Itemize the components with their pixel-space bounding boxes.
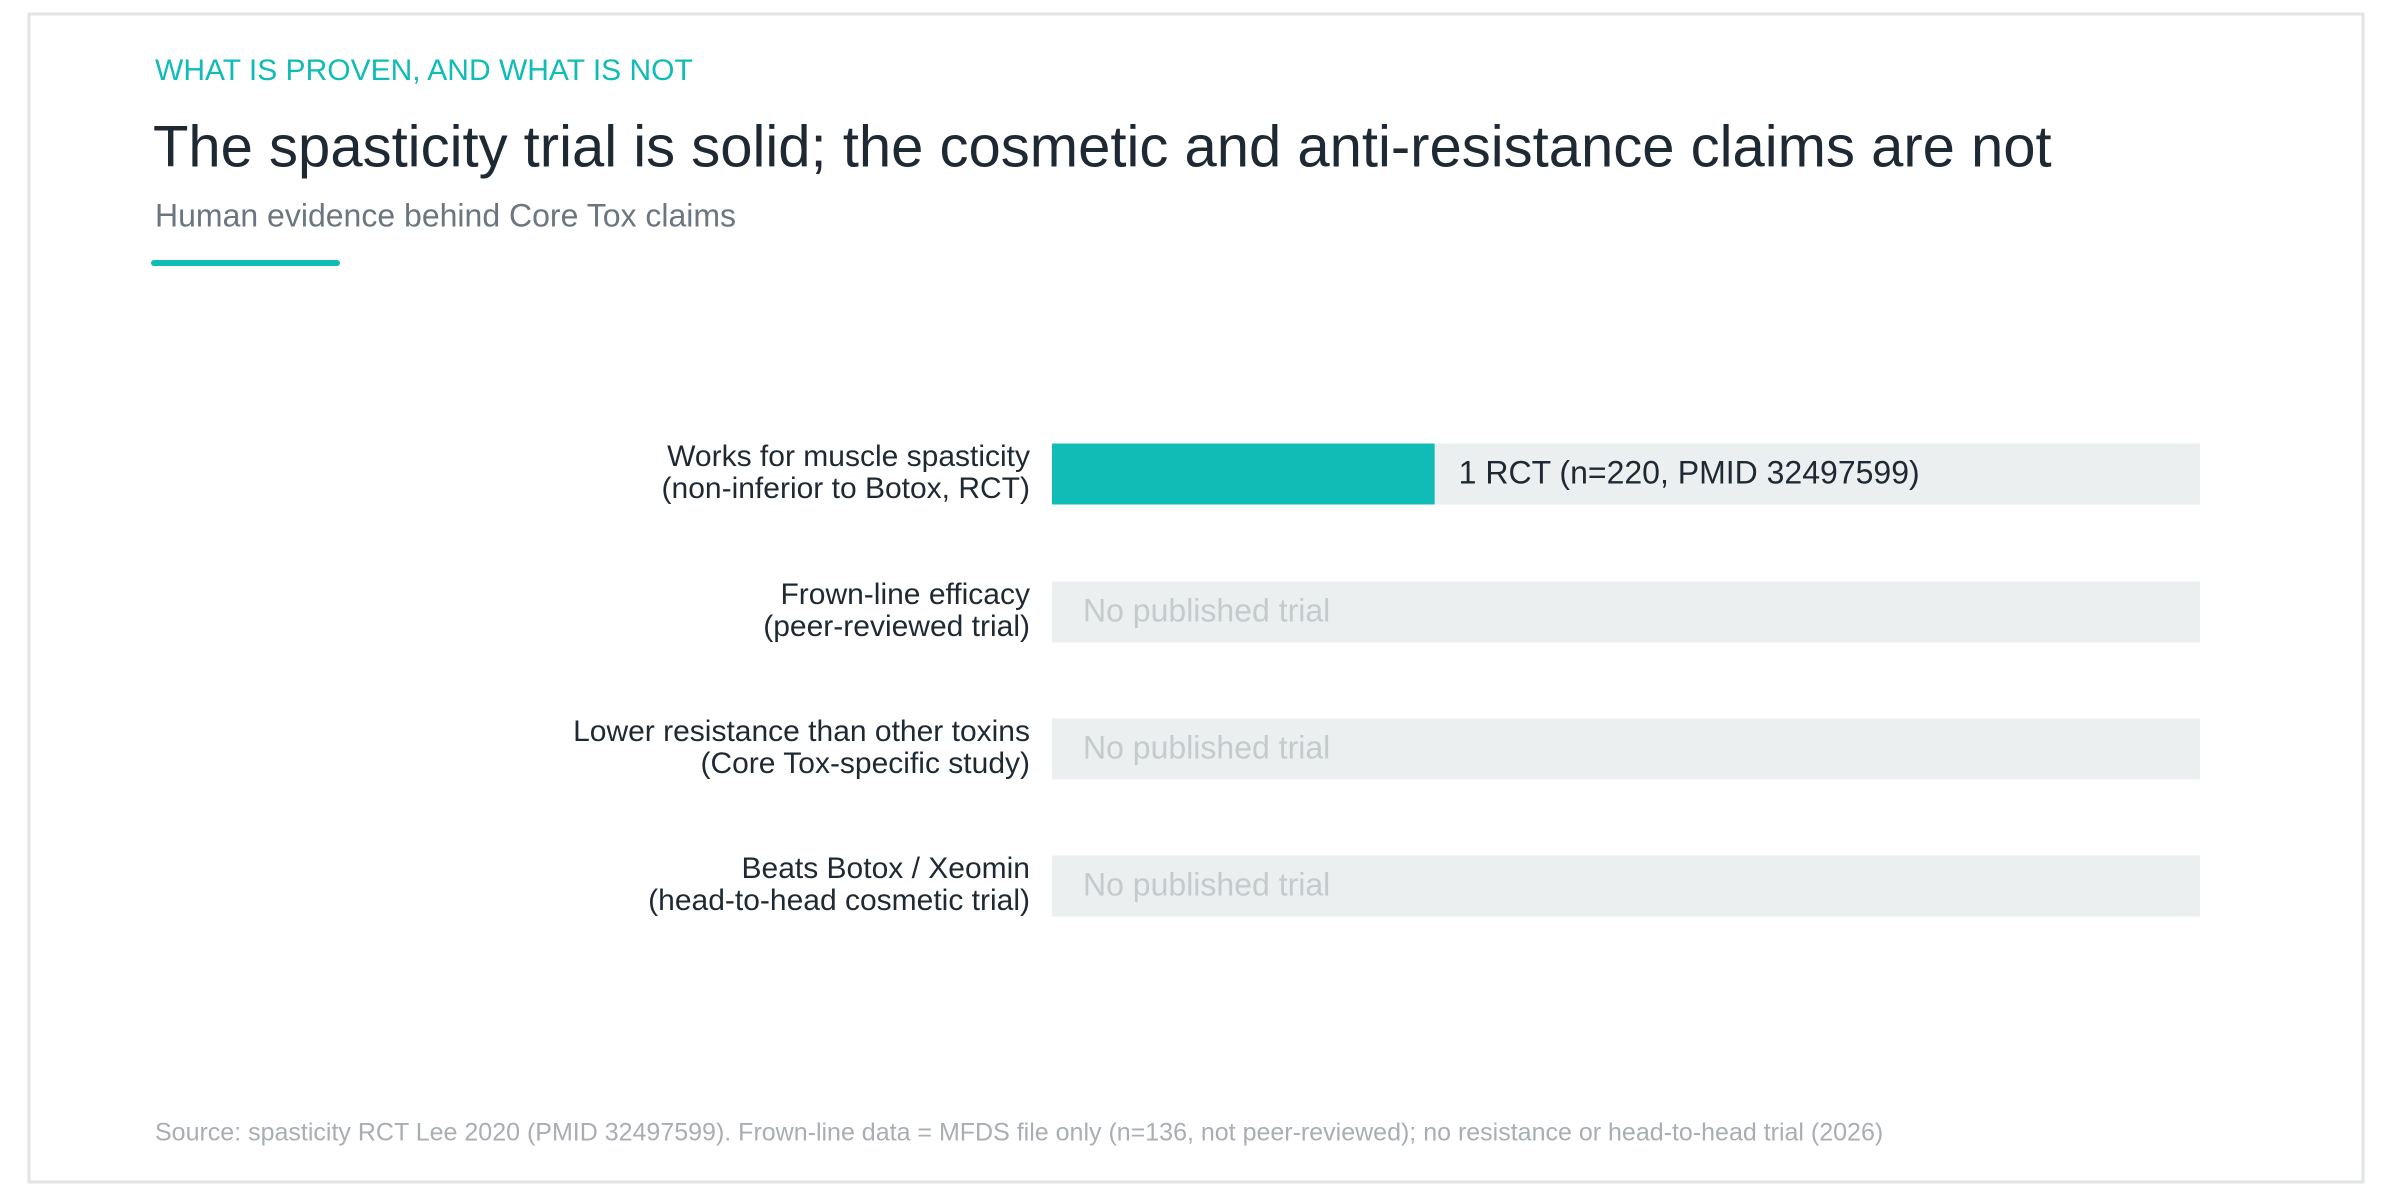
bar <box>1052 443 1435 505</box>
category-label: (non-inferior to Botox, RCT) <box>662 472 1030 505</box>
bar-track <box>1052 718 2200 780</box>
value-label: 1 RCT (n=220, PMID 32497599) <box>1459 454 1920 490</box>
value-label: No published trial <box>1083 592 1330 628</box>
chart-subtitle: Human evidence behind Core Tox claims <box>155 197 736 233</box>
value-label: No published trial <box>1083 866 1330 902</box>
category-label: (head-to-head cosmetic trial) <box>648 884 1030 917</box>
category-label: Works for muscle spasticity <box>667 440 1030 473</box>
bar-track <box>1052 855 2200 917</box>
category-label: Beats Botox / Xeomin <box>742 852 1031 885</box>
category-label: (Core Tox-specific study) <box>700 747 1030 780</box>
category-label: Lower resistance than other toxins <box>573 715 1030 748</box>
category-label: Frown-line efficacy <box>780 578 1030 611</box>
bar-track <box>1052 581 2200 643</box>
value-label: No published trial <box>1083 729 1330 765</box>
eyebrow: WHAT IS PROVEN, AND WHAT IS NOT <box>155 54 693 87</box>
chart-title: The spasticity trial is solid; the cosme… <box>153 114 2052 179</box>
source-note: Source: spasticity RCT Lee 2020 (PMID 32… <box>155 1119 1883 1147</box>
category-label: (peer-reviewed trial) <box>763 610 1030 643</box>
